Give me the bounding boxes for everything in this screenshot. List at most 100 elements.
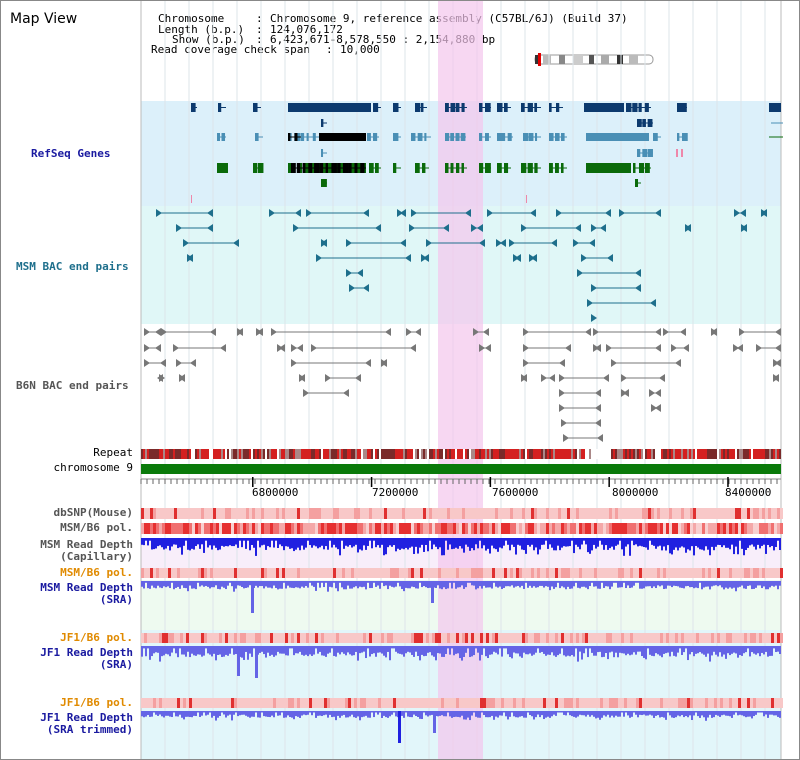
read-depth-bar <box>205 538 207 541</box>
chromosome-ideogram[interactable] <box>529 53 659 67</box>
read-depth-bar <box>561 646 563 649</box>
repeat-segment <box>261 449 263 459</box>
read-depth-bar <box>631 646 633 655</box>
polymorphism-cell <box>522 568 525 578</box>
repeat-segment <box>177 449 179 459</box>
polymorphism-cell <box>528 508 531 519</box>
track-label-msm-depth-capillary[interactable]: MSM Read Depth <box>40 538 133 551</box>
read-depth-bar <box>183 711 185 720</box>
read-depth-bar <box>421 646 423 655</box>
read-depth-bar <box>297 538 299 548</box>
repeat-segment <box>359 449 361 459</box>
read-depth-bar <box>777 711 779 717</box>
polymorphism-cell <box>657 568 660 578</box>
repeat-segment <box>689 449 691 459</box>
repeat-segment <box>315 449 317 459</box>
read-span-value: 10,000 <box>340 43 380 56</box>
polymorphism-cell <box>462 508 465 519</box>
polymorphism-cell <box>579 698 582 708</box>
polymorphism-cell <box>471 508 474 519</box>
bac-end <box>575 224 581 232</box>
read-depth-bar <box>623 538 625 556</box>
bac-end <box>737 344 743 352</box>
repeat-segment <box>733 449 735 459</box>
read-depth-bar <box>503 538 505 546</box>
polymorphism-cell <box>507 508 510 519</box>
track-label-jf1-depth-trimmed[interactable]: JF1 Read Depth <box>40 711 133 724</box>
polymorphism-cell <box>141 633 144 643</box>
track-label-jf1-pol[interactable]: JF1/B6 pol. <box>60 631 133 644</box>
read-depth-bar <box>675 646 677 657</box>
read-depth-bar <box>219 646 221 655</box>
polymorphism-cell <box>606 633 609 643</box>
polymorphism-cell <box>186 568 189 578</box>
read-depth-bar <box>299 538 301 551</box>
repeat-segment <box>337 449 339 459</box>
read-depth-bar <box>697 581 699 589</box>
track-label-jf1-depth-sra[interactable]: JF1 Read Depth <box>40 646 133 659</box>
read-depth-bar <box>191 538 193 549</box>
read-depth-bar <box>529 711 531 716</box>
read-depth-bar <box>455 538 457 548</box>
read-depth-bar <box>573 711 575 717</box>
bac-end <box>591 224 597 232</box>
read-depth-bar <box>487 646 489 659</box>
track-label-dbsnp[interactable]: dbSNP(Mouse) <box>53 506 133 519</box>
gene-exon <box>415 163 420 173</box>
polymorphism-cell <box>540 508 543 519</box>
read-depth-bar <box>585 581 587 588</box>
read-depth-bar <box>449 538 451 545</box>
track-label-msm-b6-pol[interactable]: MSM/B6 pol. <box>60 521 133 534</box>
polymorphism-cell <box>144 568 147 578</box>
polymorphism-cell <box>375 568 378 578</box>
polymorphism-cell <box>462 523 465 534</box>
read-depth-bar <box>551 581 553 587</box>
polymorphism-cell <box>546 698 549 708</box>
repeat-segment <box>395 449 397 459</box>
track-label-msm-b6-pol-2[interactable]: MSM/B6 pol. <box>60 566 133 579</box>
polymorphism-cell <box>537 523 540 534</box>
read-depth-bar <box>361 711 363 718</box>
read-depth-bar <box>311 646 313 656</box>
track-label-b6n-bac[interactable]: B6N BAC end pairs <box>16 379 129 392</box>
read-depth-bar <box>187 646 189 652</box>
read-depth-bar <box>591 581 593 583</box>
gene-exon <box>258 163 264 173</box>
track-label-msm-depth-sra-sub: (SRA) <box>99 593 133 606</box>
read-depth-bar <box>601 581 603 583</box>
track-label-msm-depth-sra[interactable]: MSM Read Depth <box>40 581 133 594</box>
track-label-jf1-pol-2[interactable]: JF1/B6 pol. <box>60 696 133 709</box>
polymorphism-cell <box>405 523 408 534</box>
gene-exon <box>682 133 688 141</box>
repeat-segment <box>495 449 497 459</box>
polymorphism-cell <box>195 698 198 708</box>
polymorphism-cell <box>324 633 327 643</box>
repeat-segment <box>737 449 739 459</box>
bac-end <box>483 328 489 336</box>
bac-end <box>375 224 381 232</box>
repeat-segment <box>185 449 187 459</box>
read-depth-bar <box>489 538 491 554</box>
polymorphism-cell <box>372 523 375 534</box>
repeat-segment <box>591 449 593 459</box>
track-label-refseq[interactable]: RefSeq Genes <box>31 147 111 160</box>
track-label-msm-bac[interactable]: MSM BAC end pairs <box>16 260 129 273</box>
read-depth-bar <box>667 538 669 546</box>
polymorphism-cell <box>390 568 393 578</box>
read-depth-bar <box>377 538 379 546</box>
read-depth-bar <box>339 711 341 718</box>
repeat-segment <box>227 449 229 459</box>
repeat-segment <box>393 449 395 459</box>
polymorphism-cell <box>354 633 357 643</box>
polymorphism-cell <box>288 698 291 708</box>
read-depth-bar <box>421 581 423 588</box>
read-depth-bar <box>481 646 483 655</box>
polymorphism-cell <box>345 698 348 708</box>
repeat-segment <box>723 449 725 459</box>
highlight-region[interactable] <box>438 1 483 759</box>
read-depth-bar <box>713 646 715 652</box>
polymorphism-cell <box>579 508 582 519</box>
gene-exon <box>342 163 349 173</box>
bac-end <box>551 239 557 247</box>
